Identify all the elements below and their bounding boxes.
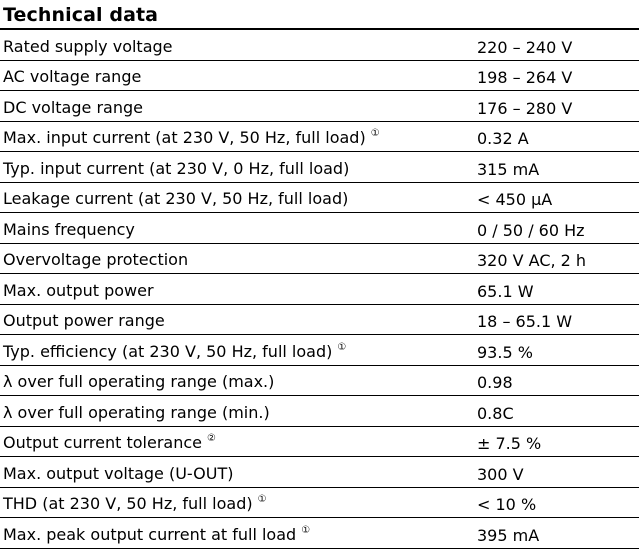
technical-data-table: Rated supply voltage 220 – 240 V AC voltag… <box>0 30 639 549</box>
row-label-text: λ over full operating range (max.) <box>3 372 275 391</box>
row-value: < 10 % <box>477 495 537 514</box>
row-value: 0.32 A <box>477 129 529 148</box>
row-label: Rated supply voltage <box>0 37 477 60</box>
row-label: DC voltage range <box>0 98 477 121</box>
table-row: Mains frequency 0 / 50 / 60 Hz <box>0 213 639 244</box>
row-label: AC voltage range <box>0 67 477 90</box>
table-row: AC voltage range 198 – 264 V <box>0 61 639 91</box>
table-row: Output power range 18 – 65.1 W <box>0 305 639 335</box>
table-row: Leakage current (at 230 V, 50 Hz, full l… <box>0 183 639 213</box>
row-value: 315 mA <box>477 159 540 179</box>
table-row: DC voltage range 176 – 280 V <box>0 91 639 122</box>
table-row: Max. peak output current at full load ① 39… <box>0 518 639 549</box>
row-label-text: Rated supply voltage <box>3 36 173 56</box>
row-label: Typ. input current (at 230 V, 0 Hz, full… <box>0 159 477 182</box>
row-label: THD (at 230 V, 50 Hz, full load) ① <box>0 494 477 517</box>
row-label-text: Max. output voltage (U-OUT) <box>3 463 234 483</box>
table-row: λ over full operating range (min.) 0.8C <box>0 396 639 427</box>
row-label-text: Overvoltage protection <box>3 250 189 269</box>
footnote-marker: ① <box>301 524 311 536</box>
row-label-text: THD (at 230 V, 50 Hz, full load) <box>3 494 253 513</box>
footnote-marker: ② <box>206 433 216 444</box>
row-value: 65.1 W <box>477 281 534 301</box>
row-value: 300 V <box>477 464 524 484</box>
table-row: Output current tolerance ② ± 7.5 % <box>0 427 639 457</box>
row-value: 0.98 <box>477 373 513 392</box>
row-label: Leakage current (at 230 V, 50 Hz, full l… <box>0 189 477 212</box>
section-title: Technical data <box>0 0 639 30</box>
row-label: Max. input current (at 230 V, 50 Hz, ful… <box>0 128 477 151</box>
row-value: 93.5 % <box>477 342 533 362</box>
table-row: Typ. efficiency (at 230 V, 50 Hz, full l… <box>0 335 639 366</box>
row-label: λ over full operating range (min.) <box>0 403 477 426</box>
table-row: Overvoltage protection 320 V AC, 2 h <box>0 244 639 274</box>
row-label: Max. output power <box>0 281 477 304</box>
row-label-text: Leakage current (at 230 V, 50 Hz, full l… <box>3 189 349 208</box>
row-label-text: Max. peak output current at full load <box>3 524 297 544</box>
row-label: Overvoltage protection <box>0 250 477 273</box>
row-label-text: Typ. efficiency (at 230 V, 50 Hz, full l… <box>3 341 333 361</box>
row-value: 220 – 240 V <box>477 37 573 57</box>
row-label: Typ. efficiency (at 230 V, 50 Hz, full l… <box>0 342 477 365</box>
row-label-text: Max. output power <box>3 280 154 300</box>
row-label-text: Typ. input current (at 230 V, 0 Hz, full… <box>3 158 350 178</box>
row-label: Max. peak output current at full load ① <box>0 525 477 548</box>
row-value: 198 – 264 V <box>477 68 573 87</box>
row-value: 0.8C <box>477 403 514 423</box>
row-label: Mains frequency <box>0 220 477 243</box>
row-label-text: DC voltage range <box>3 97 143 117</box>
table-row: Max. output power 65.1 W <box>0 274 639 305</box>
row-label: Output power range <box>0 311 477 334</box>
row-label-text: Mains frequency <box>3 219 135 239</box>
row-label: Output current tolerance ② <box>0 433 477 456</box>
row-label-text: Output power range <box>3 311 165 330</box>
table-row: THD (at 230 V, 50 Hz, full load) ① < 10 % <box>0 488 639 518</box>
footnote-marker: ① <box>370 128 380 139</box>
row-value: 0 / 50 / 60 Hz <box>477 220 585 240</box>
table-row: Max. output voltage (U-OUT) 300 V <box>0 457 639 488</box>
table-row: Max. input current (at 230 V, 50 Hz, ful… <box>0 122 639 152</box>
row-value: ± 7.5 % <box>477 434 542 453</box>
row-label-text: AC voltage range <box>3 67 142 86</box>
row-label: λ over full operating range (max.) <box>0 372 477 395</box>
table-row: Rated supply voltage 220 – 240 V <box>0 30 639 61</box>
row-value: < 450 µA <box>477 190 553 209</box>
footnote-marker: ① <box>257 494 267 505</box>
row-label-text: Output current tolerance <box>3 433 202 452</box>
row-label-text: Max. input current (at 230 V, 50 Hz, ful… <box>3 128 366 147</box>
table-row: Typ. input current (at 230 V, 0 Hz, full… <box>0 152 639 183</box>
row-value: 176 – 280 V <box>477 98 573 118</box>
footnote-marker: ① <box>337 341 347 353</box>
row-label: Max. output voltage (U-OUT) <box>0 464 477 487</box>
row-value: 18 – 65.1 W <box>477 312 573 331</box>
table-row: λ over full operating range (max.) 0.98 <box>0 366 639 396</box>
row-value: 395 mA <box>477 525 540 545</box>
row-label-text: λ over full operating range (min.) <box>3 402 270 422</box>
row-value: 320 V AC, 2 h <box>477 251 587 270</box>
